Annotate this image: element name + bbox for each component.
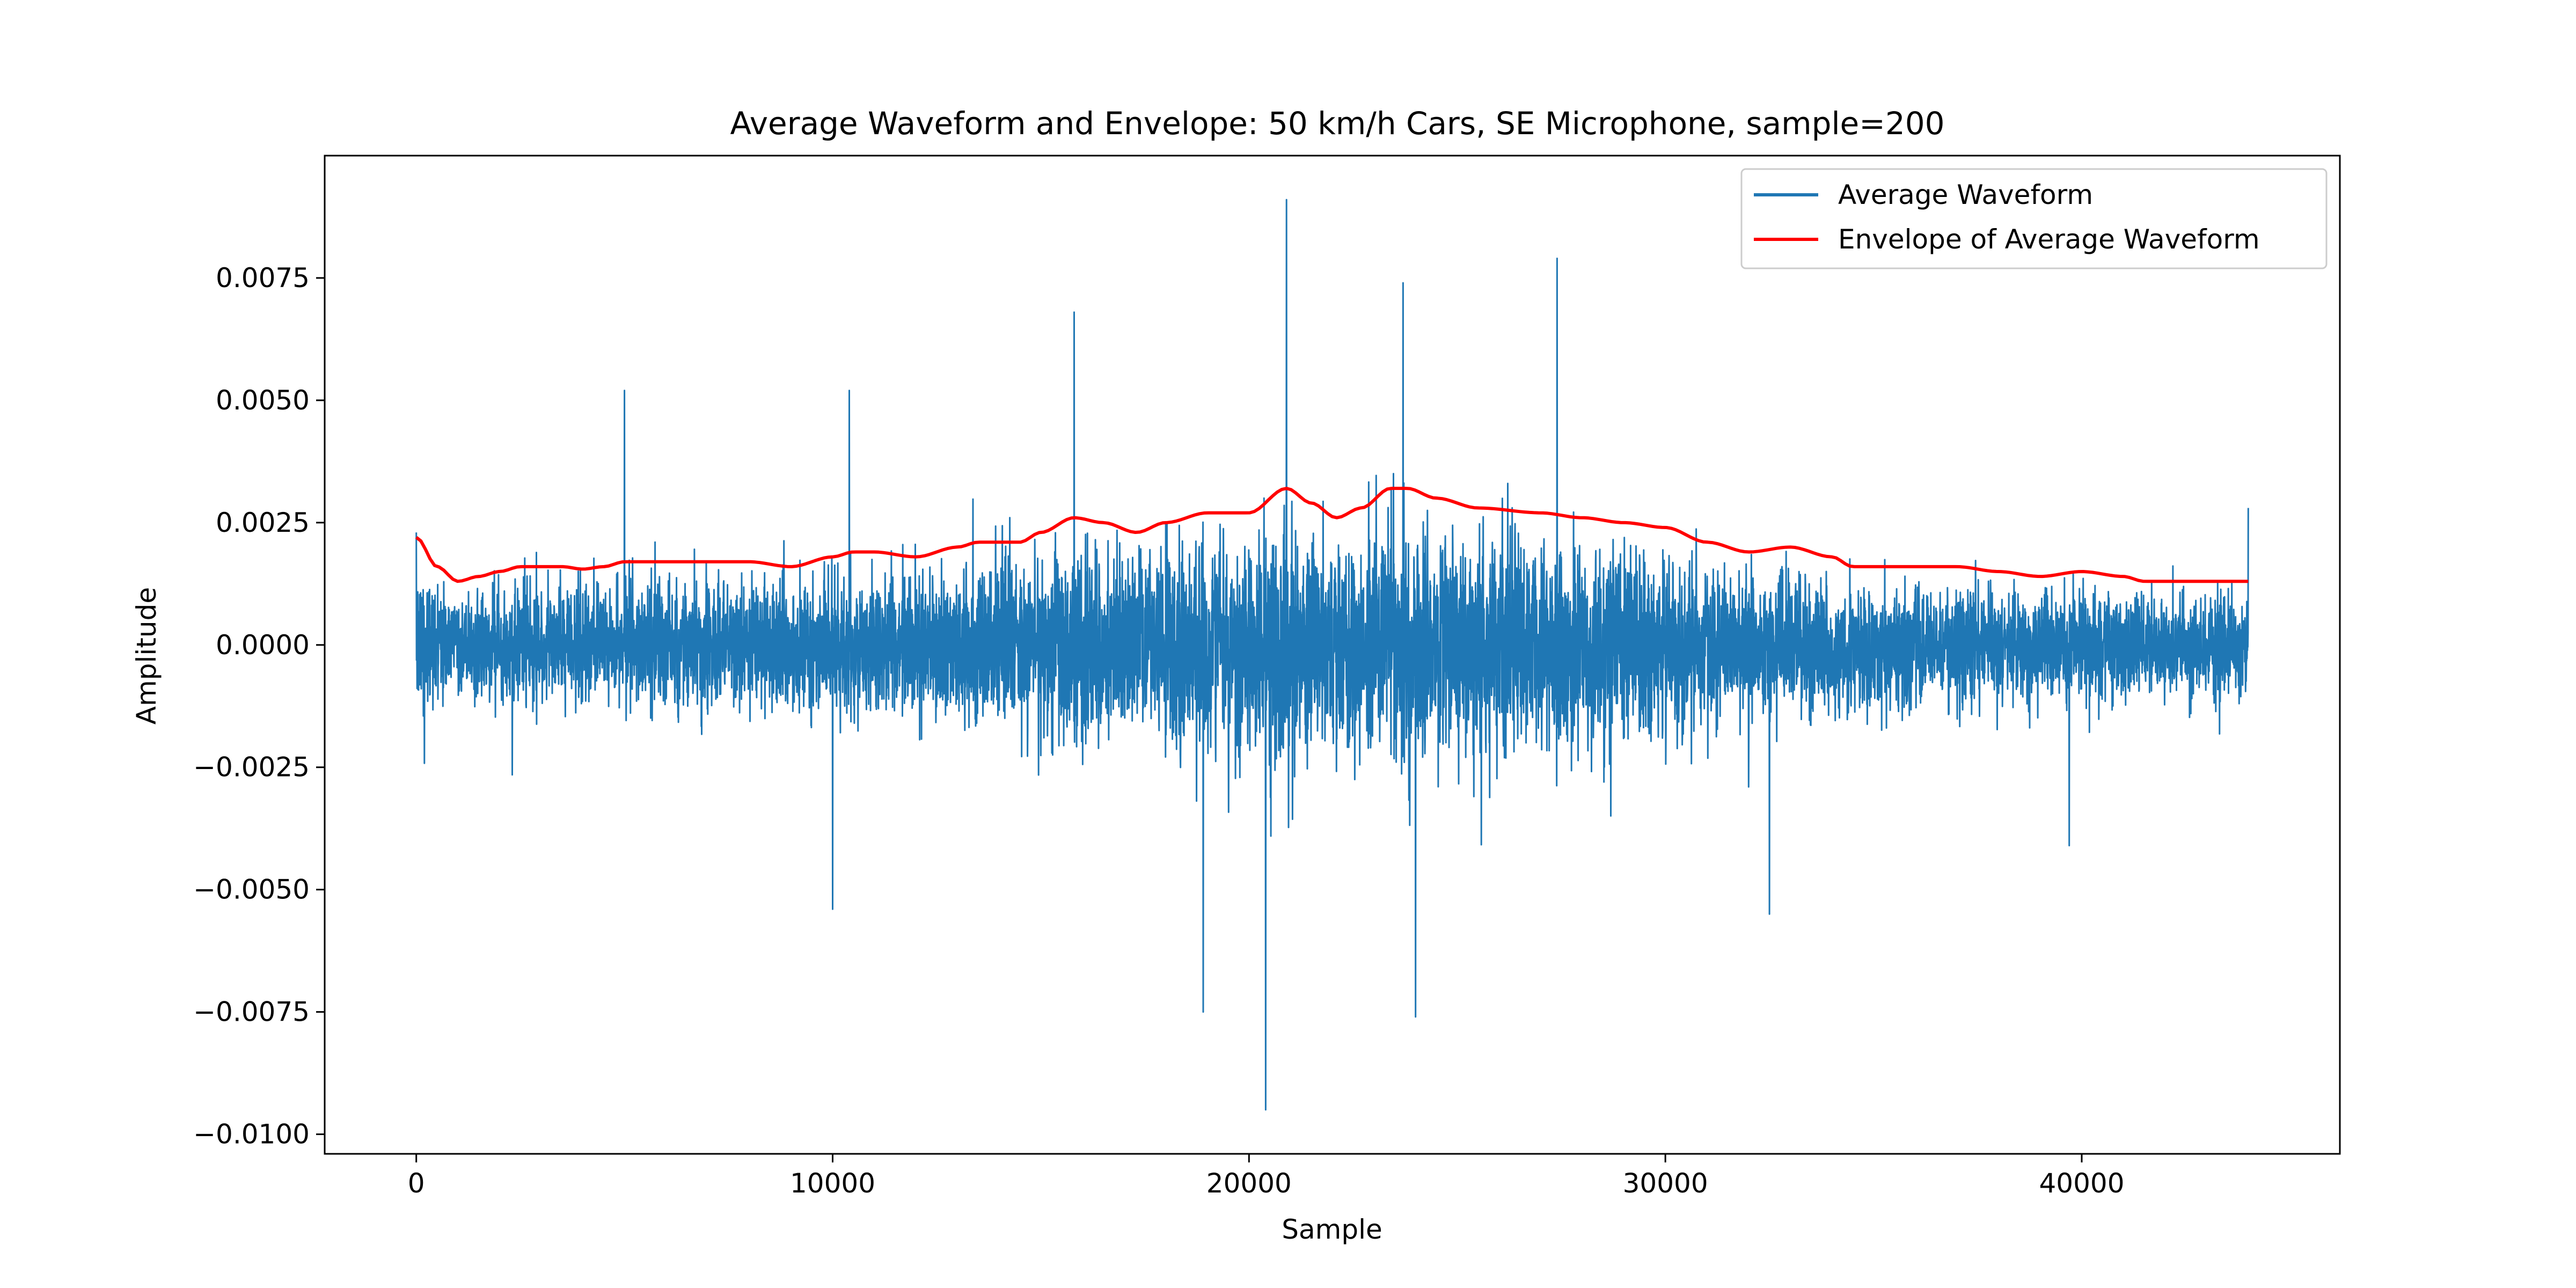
x-axis: 0 10000 20000 30000 40000 [408,1154,2125,1199]
plot-area [415,199,2249,1111]
legend-label-envelope: Envelope of Average Waveform [1838,224,2260,255]
y-axis-label: Amplitude [131,587,162,724]
x-tick-label: 20000 [1206,1168,1292,1199]
x-axis-label: Sample [1282,1214,1382,1245]
y-tick-label: 0.0025 [216,507,310,538]
y-tick-label: −0.0075 [193,997,310,1028]
y-tick-label: −0.0050 [193,874,310,905]
plot-frame [324,155,2341,1155]
x-tick-label: 40000 [2039,1168,2124,1199]
y-axis: 0.0075 0.0050 0.0025 0.0000 −0.0025 −0.0050 −0… [193,262,325,1150]
y-tick-label: 0.0050 [216,385,310,416]
legend-label-waveform: Average Waveform [1838,179,2093,210]
legend: Average Waveform Envelope of Average Wav… [1740,168,2328,269]
y-tick-label: 0.0000 [216,630,310,661]
legend-frame [1740,168,2328,269]
y-tick-label: 0.0075 [216,262,310,294]
envelope-line [415,487,2249,583]
x-tick-label: 30000 [1623,1168,1708,1199]
y-tick-label: −0.0025 [193,752,310,783]
x-tick-label: 0 [408,1168,425,1199]
x-tick-label: 10000 [790,1168,875,1199]
chart-title: Average Waveform and Envelope: 50 km/h C… [730,105,1944,142]
waveform-line [415,199,2249,1111]
y-tick-label: −0.0100 [193,1119,310,1150]
